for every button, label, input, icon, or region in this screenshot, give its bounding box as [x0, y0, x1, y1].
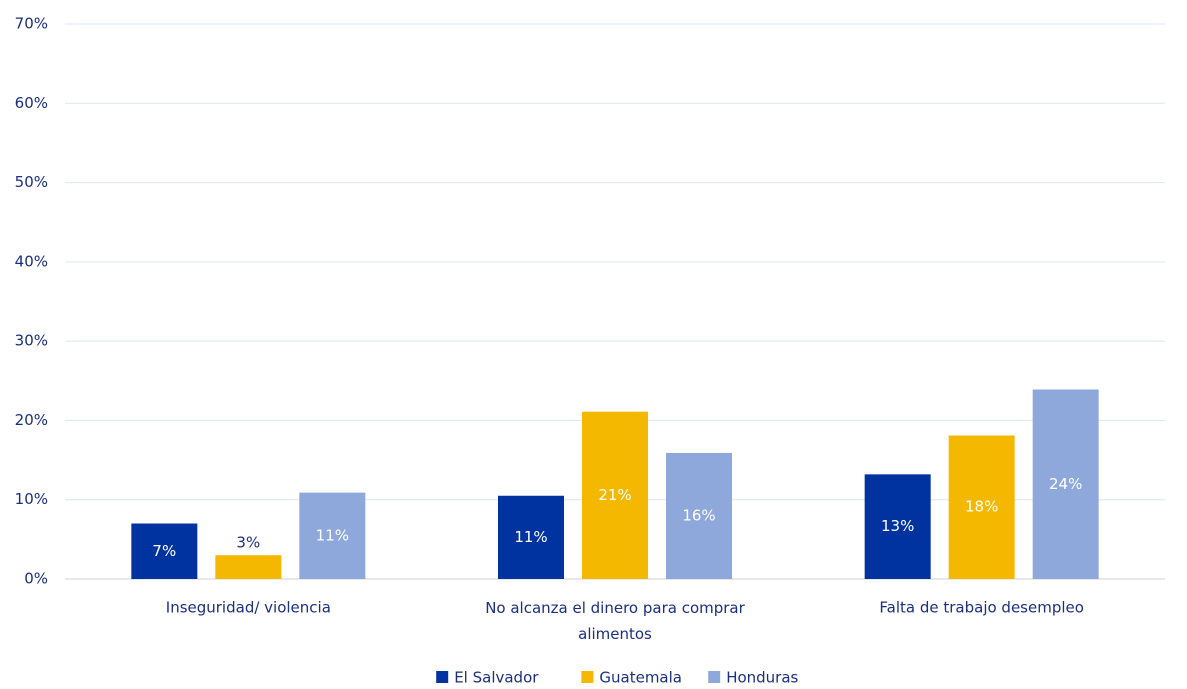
bar [498, 495, 564, 579]
x-tick-label: No alcanza el dinero para comprar aliment… [485, 599, 745, 643]
y-tick-label: 0% [24, 570, 48, 588]
x-tick-label: Inseguridad/ violencia [166, 599, 331, 617]
bar [1032, 389, 1099, 579]
y-tick-label: 20% [15, 411, 48, 429]
y-tick-label: 40% [15, 252, 48, 270]
legend-label: Honduras [726, 669, 798, 687]
data-label: 7% [152, 542, 176, 560]
y-tick-label: 30% [15, 332, 48, 350]
data-label: 18% [965, 498, 998, 516]
legend-swatch [708, 671, 721, 683]
bar [215, 555, 282, 579]
legend-swatch [436, 671, 449, 683]
bar [582, 411, 648, 579]
y-tick-label: 60% [15, 94, 48, 112]
x-tick-label: Falta de trabajo desempleo [879, 599, 1084, 617]
data-label: 16% [682, 506, 715, 524]
y-tick-label: 70% [15, 15, 48, 33]
legend-label: El Salvador [454, 669, 539, 687]
data-label: 3% [236, 534, 260, 552]
data-label: 13% [881, 517, 914, 535]
data-label: 11% [316, 526, 349, 544]
data-label: 24% [1049, 475, 1082, 493]
bar [948, 435, 1015, 579]
bar [299, 492, 366, 579]
legend-swatch [581, 671, 594, 683]
y-tick-label: 50% [15, 173, 48, 191]
bar [131, 523, 198, 579]
bar [666, 452, 732, 579]
legend-label: Guatemala [599, 669, 682, 687]
bar [864, 474, 931, 579]
data-label: 21% [598, 486, 631, 504]
data-label: 11% [514, 528, 547, 546]
y-tick-label: 10% [15, 490, 48, 508]
